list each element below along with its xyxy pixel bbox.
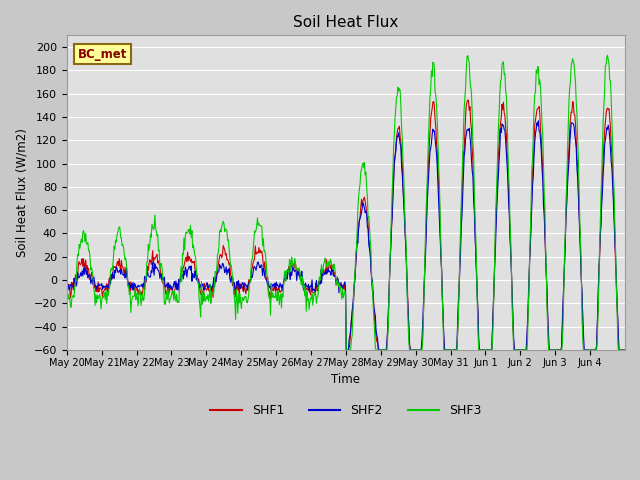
SHF1 (342, 347, 350, 353)
SHF2 (621, 347, 629, 353)
SHF3 (436, 180, 444, 186)
Legend: SHF1, SHF2, SHF3: SHF1, SHF2, SHF3 (205, 399, 486, 422)
Line: SHF1: SHF1 (67, 100, 625, 350)
SHF2 (231, 287, 239, 293)
SHF1 (621, 347, 629, 353)
Line: SHF3: SHF3 (67, 55, 625, 350)
SHF2 (259, 273, 266, 278)
SHF1 (404, 307, 412, 312)
SHF3 (231, 300, 239, 306)
SHF1 (280, 280, 287, 286)
Title: Soil Heat Flux: Soil Heat Flux (293, 15, 399, 30)
SHF2 (436, 217, 444, 223)
SHF2 (280, 278, 287, 284)
SHF3 (621, 347, 629, 353)
SHF1 (464, 97, 472, 103)
SHF1 (259, 253, 266, 259)
SHF2 (404, 308, 412, 314)
SHF3 (63, 294, 70, 300)
X-axis label: Time: Time (332, 373, 360, 386)
SHF3 (259, 242, 266, 248)
SHF2 (534, 118, 542, 124)
SHF1 (231, 287, 239, 293)
SHF3 (342, 347, 350, 353)
SHF3 (404, 320, 412, 325)
SHF3 (604, 52, 611, 58)
SHF2 (342, 347, 350, 353)
SHF1 (129, 286, 136, 291)
SHF2 (63, 286, 70, 291)
Y-axis label: Soil Heat Flux (W/m2): Soil Heat Flux (W/m2) (15, 128, 28, 257)
SHF1 (63, 285, 70, 291)
Text: BC_met: BC_met (78, 48, 127, 61)
SHF3 (280, 283, 287, 288)
SHF1 (436, 197, 444, 203)
Line: SHF2: SHF2 (67, 121, 625, 350)
SHF3 (129, 295, 136, 301)
SHF2 (129, 287, 136, 293)
